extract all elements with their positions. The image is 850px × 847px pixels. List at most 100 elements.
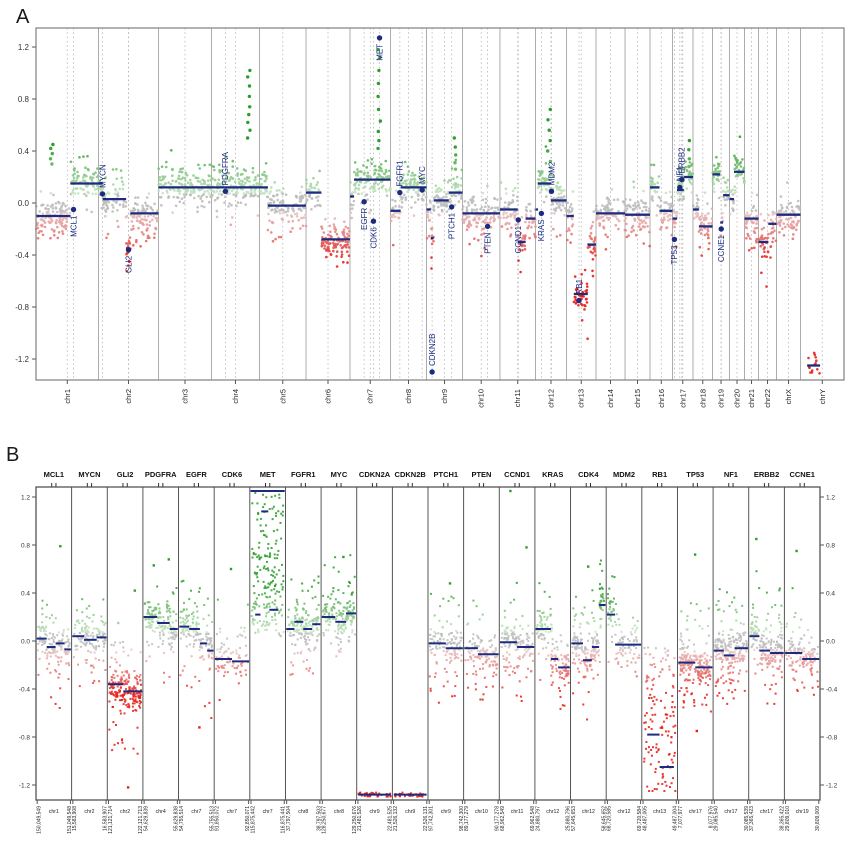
panel-a-gridlines <box>66 28 823 380</box>
gene-label-EGFR: EGFR <box>360 207 369 229</box>
svg-text:chr10: chr10 <box>477 389 486 408</box>
chr-label-GLI2: chr2 <box>120 809 130 815</box>
coord-start-MDM2: 68,720,585 <box>607 806 613 831</box>
gene-header-MDM2: MDM2 <box>613 470 635 479</box>
gene-marker-KRAS <box>538 210 545 217</box>
coord-end-GLI2: 122,121,713 <box>138 806 144 834</box>
coord-end-TP53: 8,077,976 <box>708 806 714 828</box>
gene-header-NF1: NF1 <box>724 470 738 479</box>
panel-a-axes: 1.2 0.8 0.4 0.0 -0.4 -0.8 -1.2 chr1 chr2 chr3 chr4… <box>15 27 845 408</box>
gene-label-PTEN: PTEN <box>483 232 492 254</box>
gene-marker-MDM2 <box>548 188 555 194</box>
gene-header-CDKN2A: CDKN2A <box>359 470 391 479</box>
coord-start-CCNE1: 29,809,010 <box>785 806 791 831</box>
svg-text:chr2: chr2 <box>124 389 133 404</box>
gene-label-PDGFRA: PDGFRA <box>221 151 230 185</box>
gene-header-PDGFRA: PDGFRA <box>145 470 177 479</box>
gene-marker-MYC <box>419 187 425 193</box>
gene-label-RB1: RB1 <box>575 278 584 294</box>
chr-label-PDGFRA: chr4 <box>156 809 166 815</box>
svg-text:chr3: chr3 <box>180 389 189 404</box>
gene-label-MDM2: MDM2 <box>547 161 556 185</box>
coord-end-CDKN2A: 22,481,525 <box>388 806 394 831</box>
svg-text:chr22: chr22 <box>763 389 772 408</box>
svg-text:1.2: 1.2 <box>18 43 30 52</box>
gene-header-CDK6: CDK6 <box>222 470 242 479</box>
chr-label-MET: chr7 <box>263 809 273 815</box>
coord-end-MDM2: 69,720,584 <box>637 806 643 831</box>
chr-label-NF1: chr17 <box>724 809 737 815</box>
coord-start-MCL1: 150,049,549 <box>37 806 43 834</box>
gene-header-FGFR1: FGFR1 <box>291 470 316 479</box>
coord-start-KRAS: 24,880,797 <box>535 806 541 831</box>
chr-label-PTEN: chr10 <box>475 809 488 815</box>
svg-text:chr17: chr17 <box>678 389 687 408</box>
chr-label-CCND1: chr11 <box>511 809 524 815</box>
svg-text:chr20: chr20 <box>733 389 742 408</box>
gene-header-PTCH1: PTCH1 <box>434 470 459 479</box>
gene-marker-MET <box>376 35 383 41</box>
coord-end-EGFR: 55,755,513 <box>209 806 215 831</box>
gene-label-FGFR1: FGFR1 <box>396 160 405 187</box>
gene-marker-PDGFRA <box>222 188 229 194</box>
coord-start-FGFR1: 37,797,504 <box>286 806 292 831</box>
coord-end-MET: 116,875,441 <box>281 806 287 834</box>
svg-text:chr16: chr16 <box>657 389 666 408</box>
panel-a-segment-lines <box>36 170 821 367</box>
gene-label-CDK6: CDK6 <box>369 227 378 249</box>
gene-label-PTCH1: PTCH1 <box>447 212 456 239</box>
gene-marker-MCL1 <box>70 206 77 213</box>
gene-header-EGFR: EGFR <box>186 470 207 479</box>
gene-label-TP53: TP53 <box>670 245 679 265</box>
panel-b-axes: 1.2 1.20.8 0.80.4 0.40.0 0.0-0.4 -0.4-0.8 -0.8… <box>19 470 838 834</box>
gene-header-KRAS: KRAS <box>542 470 563 479</box>
gene-header-CCND1: CCND1 <box>504 470 530 479</box>
chr-label-FGFR1: chr8 <box>298 809 308 815</box>
coord-end-CDKN2B: 22,526,131 <box>423 806 429 831</box>
gene-marker-CCND1 <box>515 217 521 223</box>
chr-label-CDKN2B: chr9 <box>405 809 415 815</box>
coord-start-TP53: 7,077,977 <box>678 806 684 828</box>
gene-marker-PTEN <box>484 223 491 230</box>
gene-header-CDK4: CDK4 <box>578 470 599 479</box>
gene-label-CDKN2B: CDKN2B <box>428 334 437 366</box>
coord-end-ERBB2: 38,365,422 <box>780 806 786 831</box>
chr-label-TP53: chr17 <box>689 809 702 815</box>
coord-end-MYC: 129,250,676 <box>352 806 358 834</box>
svg-text:0.0: 0.0 <box>18 199 30 208</box>
svg-text:chr4: chr4 <box>231 389 240 404</box>
coord-start-GLI2: 121,121,714 <box>108 806 114 834</box>
svg-text:chr19: chr19 <box>717 389 726 408</box>
gene-marker-MYCN <box>99 191 106 197</box>
coord-start-CDKN2B: 21,526,132 <box>393 806 399 831</box>
chr-label-CDKN2A: chr9 <box>369 809 379 815</box>
panel-a-label: A <box>16 6 30 28</box>
gene-header-MCL1: MCL1 <box>44 470 64 479</box>
svg-text:chr7: chr7 <box>366 389 375 404</box>
gene-marker-NF1 <box>677 184 683 191</box>
coord-start-PTCH1: 97,742,301 <box>429 806 435 831</box>
gene-header-TP53: TP53 <box>686 470 704 479</box>
chr-label-PTCH1: chr9 <box>441 809 451 815</box>
coord-end-NF1: 30,085,539 <box>744 806 750 831</box>
svg-text:chr5: chr5 <box>278 389 287 404</box>
gene-header-MYC: MYC <box>331 470 348 479</box>
gene-label-MET: MET <box>375 44 384 61</box>
gene-label-NF1: NF1 <box>676 166 685 182</box>
chr-label-CDK4: chr12 <box>582 809 595 815</box>
svg-text:-1.2: -1.2 <box>15 355 29 364</box>
svg-text:chr11: chr11 <box>513 389 522 407</box>
panel-b-label: B <box>6 444 20 466</box>
panel-a-genome-cnv-plot: 1.2 0.8 0.4 0.0 -0.4 -0.8 -1.2 chr1 chr2 chr3 chr4… <box>15 27 845 408</box>
coord-end-CDK6: 92,850,071 <box>245 806 251 831</box>
gene-marker-ERBB2 <box>679 176 685 183</box>
gene-label-MYC: MYC <box>418 166 427 184</box>
coord-start-MET: 115,875,442 <box>250 806 256 834</box>
chr-label-ERBB2: chr17 <box>760 809 773 815</box>
coord-start-CCND1: 68,962,549 <box>500 806 506 831</box>
chr-label-CCNE1: chr19 <box>796 809 809 815</box>
gene-label-CCND1: CCND1 <box>514 225 523 253</box>
gene-label-MCL1: MCL1 <box>69 215 78 237</box>
